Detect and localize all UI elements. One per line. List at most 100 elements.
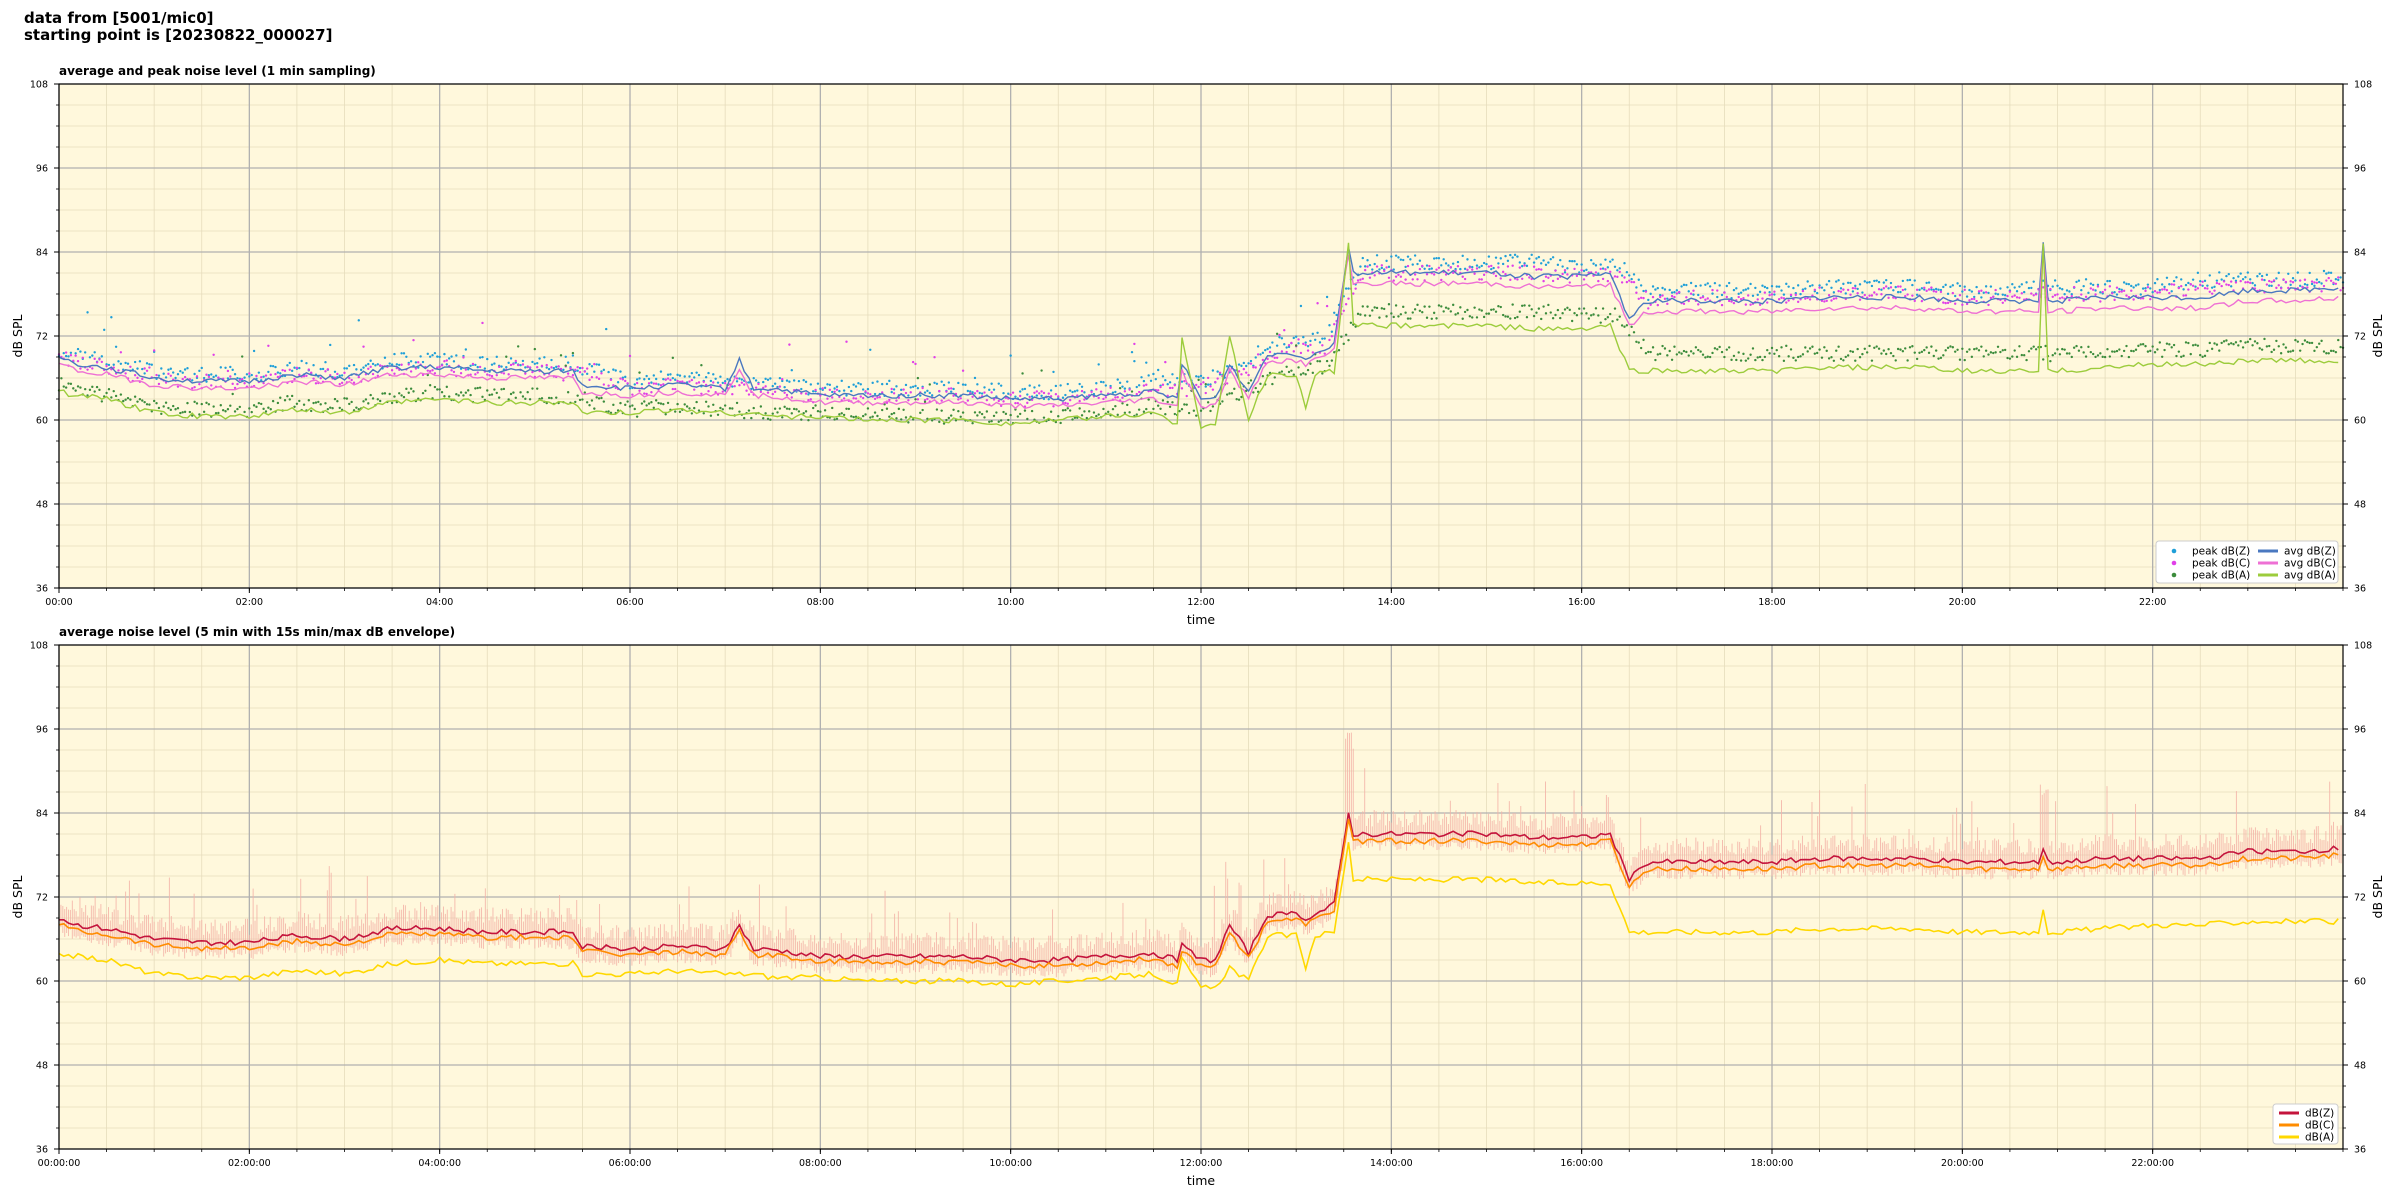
panel-1-series-peak-db-z--point <box>1494 256 1498 259</box>
panel-1-series-peak-db-a--point <box>716 413 720 417</box>
panel-1-series-peak-db-a--point <box>378 399 382 403</box>
panel-1-series-peak-db-a--point <box>1918 351 1921 354</box>
panel-1-series-peak-db-a--point <box>643 400 646 403</box>
panel-1-series-peak-db-a--point <box>212 405 215 408</box>
panel-1-series-peak-db-a--point <box>1197 378 1200 382</box>
panel-1-series-peak-db-z--point <box>978 391 981 395</box>
panel-1-series-peak-db-z--point <box>2139 293 2142 296</box>
panel-1-series-peak-db-a--point <box>1808 347 1812 350</box>
panel-1-series-peak-db-a--point <box>831 406 834 410</box>
panel-1-series-peak-db-z--point <box>947 381 951 384</box>
panel-1-series-peak-db-c--point <box>2225 283 2228 286</box>
panel-1-series-peak-db-c--point <box>1706 297 1709 300</box>
panel-1-series-peak-db-a--point <box>136 400 139 403</box>
panel-1-series-peak-db-z--point <box>345 367 349 370</box>
panel-1-series-peak-db-z--point <box>2246 271 2250 274</box>
panel-1-series-peak-db-c--point <box>645 392 648 396</box>
panel-1-series-peak-db-a--point <box>659 402 663 405</box>
panel-1-series-peak-db-z--point <box>103 328 106 332</box>
panel-1-series-peak-db-c--point <box>1763 291 1767 294</box>
panel-1-series-peak-db-a--point <box>2308 341 2311 345</box>
panel-1-series-peak-db-c--point <box>2220 284 2223 288</box>
panel-1-series-peak-db-a--point <box>157 406 161 410</box>
panel-1-series-peak-db-c--point <box>1613 275 1617 278</box>
panel-1-series-peak-db-a--point <box>1228 392 1231 395</box>
panel-1-series-peak-db-c--point <box>690 378 694 382</box>
panel-1-series-peak-db-z--point <box>1130 350 1134 354</box>
panel-1-series-peak-db-z--point <box>2275 277 2278 280</box>
panel-1-series-peak-db-z--point <box>1073 390 1077 393</box>
panel-1-series-peak-db-z--point <box>866 387 870 391</box>
panel-1-series-peak-db-z--point <box>1078 382 1081 386</box>
panel-1-series-peak-db-c--point <box>643 392 646 395</box>
panel-1-series-peak-db-z--point <box>1245 364 1248 368</box>
panel-1-series-peak-db-c--point <box>1382 269 1386 273</box>
panel-1-series-peak-db-a--point <box>1597 314 1600 317</box>
panel-1-series-peak-db-z--point <box>2337 278 2340 282</box>
panel-1-series-peak-db-z--point <box>2256 275 2259 278</box>
panel-1-series-peak-db-c--point <box>1033 391 1036 395</box>
panel-1-series-peak-db-a--point <box>1706 355 1709 358</box>
panel-1-series-peak-db-c--point <box>1994 288 1997 292</box>
panel-1-series-peak-db-c--point <box>885 401 889 405</box>
panel-1-series-peak-db-z--point <box>1406 255 1410 258</box>
panel-1-series-peak-db-z--point <box>450 355 453 358</box>
panel-1-series-peak-db-z--point <box>64 354 68 358</box>
panel-1-series-peak-db-a--point <box>1723 355 1726 359</box>
panel-1-series-peak-db-c--point <box>1290 341 1293 345</box>
panel-1-series-peak-db-a--point <box>1899 348 1902 351</box>
panel-1-series-peak-db-z--point <box>1492 266 1495 270</box>
panel-1-series-peak-db-z--point <box>1799 292 1802 296</box>
panel-1-series-peak-db-z--point <box>1344 287 1348 290</box>
panel-1-series-peak-db-c--point <box>2141 297 2145 300</box>
panel-1-series-peak-db-a--point <box>319 403 322 406</box>
panel-1-series-peak-db-a--point <box>91 385 94 389</box>
panel-1-series-peak-db-a--point <box>1561 312 1564 315</box>
panel-1-series-peak-db-c--point <box>966 399 970 402</box>
panel-1-series-peak-db-z--point <box>1513 253 1517 257</box>
panel-1-series-peak-db-c--point <box>1252 366 1255 369</box>
panel-1-series-peak-db-a--point <box>1961 347 1964 350</box>
panel-1-series-peak-db-z--point <box>1592 262 1595 265</box>
panel-1-series-peak-db-c--point <box>1425 273 1429 276</box>
panel-1-series-peak-db-z--point <box>1504 254 1507 258</box>
panel-1-series-peak-db-c--point <box>1038 392 1041 395</box>
panel-1-series-peak-db-z--point <box>2015 290 2019 293</box>
panel-1-series-peak-db-a--point <box>1992 351 1995 355</box>
panel-1-series-peak-db-c--point <box>921 386 924 390</box>
panel-1-series-peak-db-a--point <box>2237 344 2240 347</box>
panel-1-series-peak-db-c--point <box>1720 303 1724 307</box>
panel-1-series-avg-db-c--line <box>58 249 2339 410</box>
panel-1-series-peak-db-a--point <box>880 408 884 412</box>
panel-1-series-peak-db-z--point <box>1325 295 1329 299</box>
panel-1-series-peak-db-a--point <box>145 403 149 406</box>
panel-1-series-peak-db-a--point <box>1016 415 1020 418</box>
panel-1-series-peak-db-a--point <box>1958 358 1962 361</box>
panel-1-series-peak-db-c--point <box>550 366 553 369</box>
panel-1-series-peak-db-z--point <box>1195 375 1198 378</box>
panel-1-series-peak-db-z--point <box>1796 284 1800 287</box>
panel-1-series-peak-db-a--point <box>1725 348 1728 351</box>
panel-1-series-peak-db-z--point <box>357 319 360 322</box>
panel-1-series-peak-db-c--point <box>526 365 529 368</box>
panel-1-series-peak-db-c--point <box>576 366 579 369</box>
panel-1-series-peak-db-c--point <box>1206 376 1210 380</box>
panel-1-series-peak-db-a--point <box>2061 347 2064 351</box>
panel-1-series-peak-db-z--point <box>67 355 70 358</box>
panel-1-series-peak-db-a--point <box>1949 345 1952 348</box>
panel-1-series-peak-db-a--point <box>1592 313 1595 316</box>
panel-1-series-peak-db-z--point <box>1839 287 1843 290</box>
panel-1-series-peak-db-c--point <box>904 391 908 395</box>
panel-1-series-peak-db-a--point <box>783 405 786 409</box>
panel-1-series-peak-db-z--point <box>1387 265 1391 269</box>
panel-1-series-peak-db-a--point <box>1835 349 1838 352</box>
panel-1-series-peak-db-c--point <box>1440 278 1443 282</box>
panel-1-series-peak-db-z--point <box>248 375 251 378</box>
panel-1-series-peak-db-z--point <box>321 367 325 371</box>
panel-1-series-peak-db-c--point <box>1813 288 1817 291</box>
panel-1-series-peak-db-z--point <box>1154 377 1157 381</box>
panel-1-series-peak-db-a--point <box>1392 315 1395 319</box>
panel-1-series-peak-db-z--point <box>957 381 960 385</box>
panel-1-series-peak-db-c--point <box>1618 270 1621 274</box>
panel-1-series-peak-db-z--point <box>231 368 234 372</box>
